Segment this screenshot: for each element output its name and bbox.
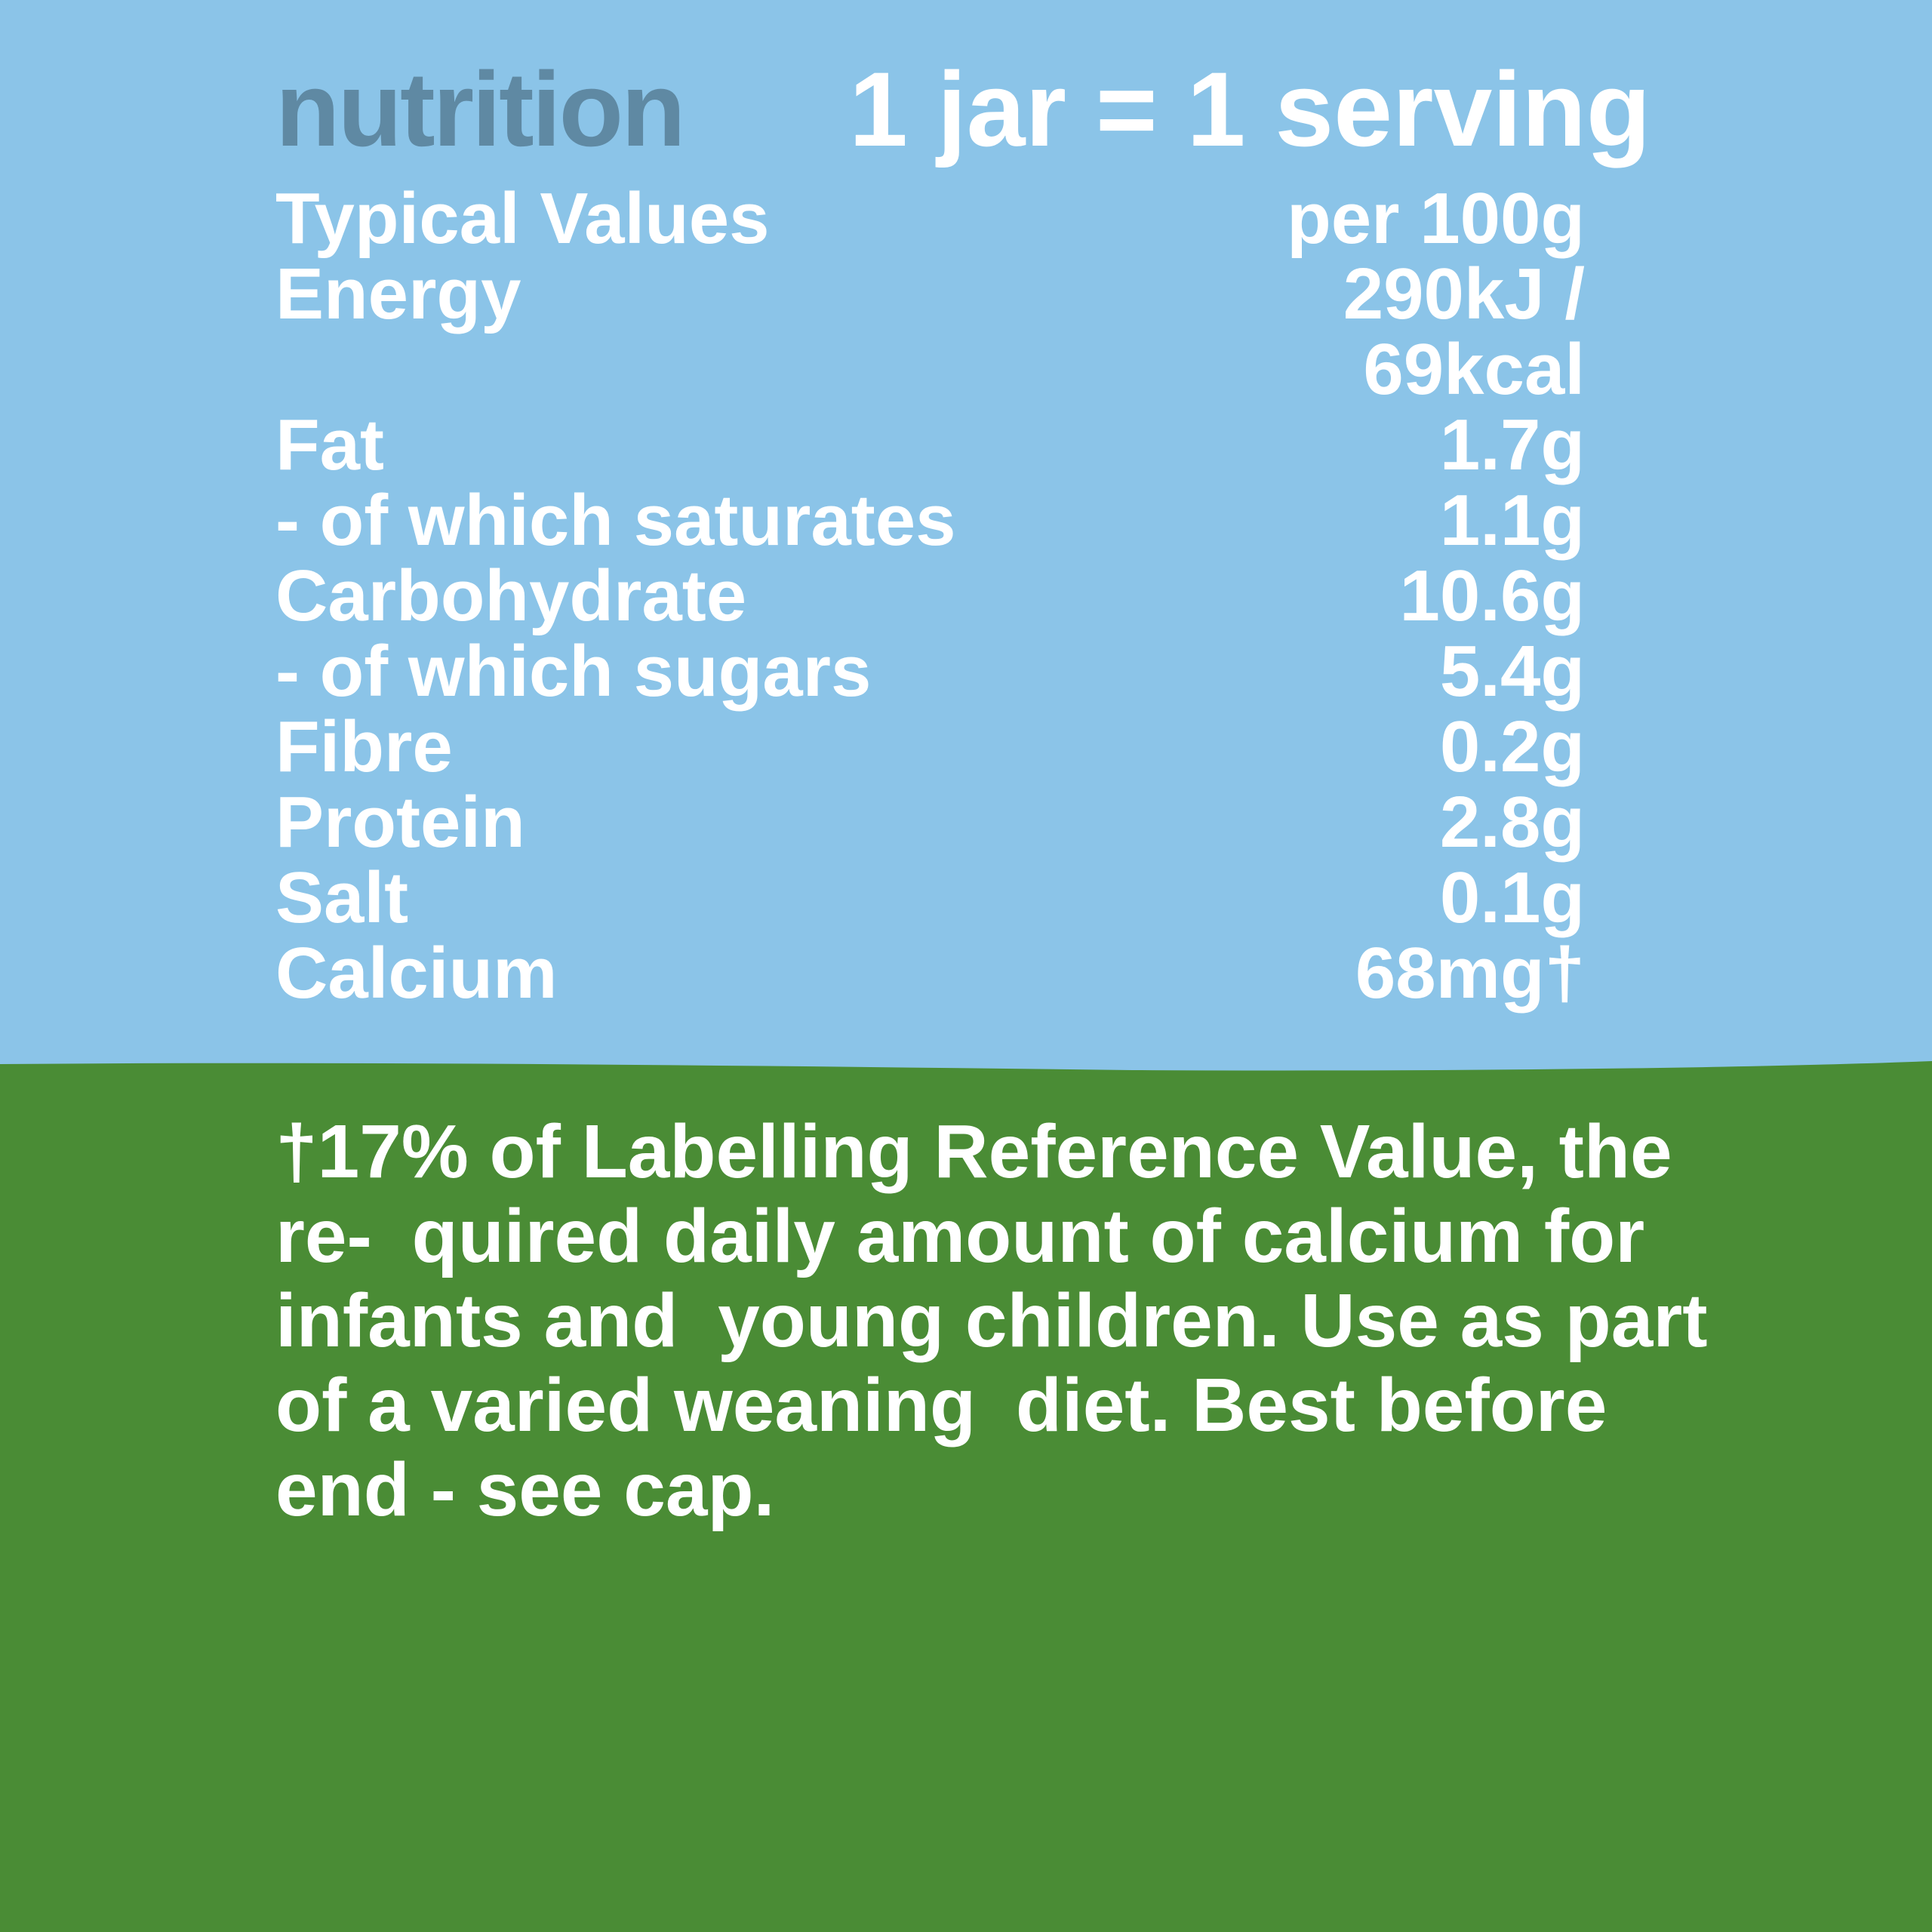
nutrient-value: 1.7g (1439, 405, 1585, 485)
nutrient-row: Calcium 68mg† (275, 936, 1585, 1011)
footnote-line: young children. Use as part of a varied … (275, 1278, 1708, 1447)
nutrient-label: Protein (275, 782, 525, 863)
column-label: Typical Values (275, 178, 770, 259)
nutrient-label: Fibre (275, 706, 453, 787)
footnote-line: †17% of Labelling Reference Value, the r… (275, 1109, 1672, 1278)
nutrient-row: Carbohydrate 10.6g (275, 558, 1585, 634)
nutrient-label: Calcium (275, 933, 558, 1014)
nutrient-row: - of which sugars 5.4g (275, 634, 1585, 709)
serving-size: 1 jar = 1 serving (849, 50, 1651, 168)
footnote: †17% of Labelling Reference Value, the r… (275, 1109, 1709, 1532)
nutrient-label: Carbohydrate (275, 555, 747, 636)
nutrient-value: 2.8g (1439, 782, 1585, 863)
footnote-line: quired daily amount of calcium for infan… (275, 1194, 1645, 1363)
nutrient-row: Fat 1.7g (275, 408, 1585, 483)
nutrient-value: 0.2g (1439, 706, 1585, 787)
nutrient-value: 69kcal (1363, 329, 1585, 410)
nutrition-header: nutrition 1 jar = 1 serving (275, 45, 1651, 174)
footnote-line: diet. Best before end - see cap. (275, 1363, 1607, 1532)
nutrient-value: 0.1g (1439, 857, 1585, 938)
nutrient-value: 1.1g (1439, 480, 1585, 561)
nutrient-label: Energy (275, 254, 521, 334)
nutrition-title: nutrition (275, 50, 686, 168)
nutrient-label: Salt (275, 857, 409, 938)
nutrient-value: 10.6g (1399, 555, 1585, 636)
nutrient-row: Energy 290kJ / (275, 257, 1585, 332)
nutrient-label: Fat (275, 405, 384, 485)
nutrient-row: Salt 0.1g (275, 860, 1585, 936)
nutrient-row: Fibre 0.2g (275, 709, 1585, 785)
nutrient-label: - of which sugars (275, 631, 872, 712)
nutrient-row: - of which saturates 1.1g (275, 483, 1585, 558)
nutrient-value: 68mg† (1355, 933, 1585, 1014)
table-header-row: Typical Values per 100g (275, 181, 1585, 257)
nutrient-row: 69kcal (275, 332, 1585, 408)
column-value: per 100g (1287, 178, 1585, 259)
nutrient-value: 5.4g (1439, 631, 1585, 712)
nutrient-row: Protein 2.8g (275, 785, 1585, 860)
nutrient-label: - of which saturates (275, 480, 956, 561)
nutrient-value: 290kJ / (1343, 254, 1585, 334)
